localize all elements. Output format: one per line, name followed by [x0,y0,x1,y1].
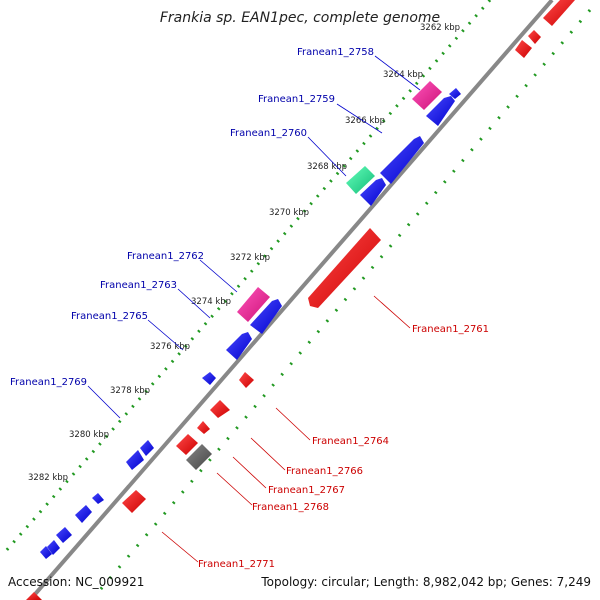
gene-feature[interactable] [515,40,532,58]
tick-label: 3280 kbp [69,430,109,440]
genome-backbone [28,0,554,600]
gene-label[interactable]: Franean1_2768 [252,502,329,513]
gene-labels: Franean1_2758 Franean1_2759 Franean1_276… [10,47,489,570]
tick-label: 3278 kbp [110,386,150,396]
gene-feature[interactable] [126,450,144,470]
gene-label[interactable]: Franean1_2761 [412,324,489,335]
tick-label: 3266 kbp [345,116,385,126]
inner-dot-track [98,9,592,591]
gene-label[interactable]: Franean1_2767 [268,485,345,496]
tick-label: 3262 kbp [420,23,460,33]
gene-feature[interactable] [47,540,60,555]
gene-feature[interactable] [308,228,381,308]
gene-feature[interactable] [449,88,461,99]
gene-label[interactable]: Franean1_2760 [230,128,307,139]
gene-feature[interactable] [412,81,442,110]
gene-feature[interactable] [56,527,72,543]
gene-label[interactable]: Franean1_2764 [312,436,389,447]
gene-feature[interactable] [226,332,252,360]
gene-feature[interactable] [239,372,254,388]
gene-feature[interactable] [186,444,212,470]
gene-feature[interactable] [346,166,375,194]
forward-genes [40,81,461,559]
gene-label[interactable]: Franean1_2765 [71,311,148,322]
gene-label[interactable]: Franean1_2758 [297,47,374,58]
accession-text: Accession: NC_009921 [8,575,144,589]
leader-lines [87,55,421,563]
tick-label: 3264 kbp [383,70,423,80]
gene-feature[interactable] [75,505,92,523]
tick-label: 3276 kbp [150,342,190,352]
gene-feature[interactable] [197,421,210,434]
tick-label: 3272 kbp [230,253,270,263]
gene-feature[interactable] [543,0,575,26]
gene-label[interactable]: Franean1_2759 [258,94,335,105]
gene-feature[interactable] [528,30,541,44]
gene-feature[interactable] [210,400,230,418]
gene-feature[interactable] [26,592,42,600]
gene-feature[interactable] [237,287,270,322]
gene-feature[interactable] [40,546,52,559]
genome-summary-text: Topology: circular; Length: 8,982,042 bp… [260,575,591,589]
gene-feature[interactable] [122,490,146,513]
gene-feature[interactable] [426,96,455,126]
gene-label[interactable]: Franean1_2762 [127,251,204,262]
gene-feature[interactable] [92,493,104,504]
outer-dot-track [3,0,492,553]
reverse-genes [26,0,575,600]
tick-label: 3270 kbp [269,208,309,218]
gene-feature[interactable] [360,178,386,206]
gene-label[interactable]: Franean1_2771 [198,559,275,570]
tick-label: 3268 kbp [307,162,347,172]
tick-label: 3274 kbp [191,297,231,307]
gene-label[interactable]: Franean1_2769 [10,377,87,388]
gene-feature[interactable] [202,372,216,385]
gene-feature[interactable] [380,136,424,184]
gene-feature[interactable] [140,440,154,456]
gene-feature[interactable] [176,434,198,455]
gene-label[interactable]: Franean1_2766 [286,466,363,477]
kbp-ticks: 3262 kbp 3264 kbp 3266 kbp 3268 kbp 3270… [28,23,460,483]
tick-label: 3282 kbp [28,473,68,483]
gene-label[interactable]: Franean1_2763 [100,280,177,291]
gene-feature[interactable] [250,299,282,334]
map-title: Frankia sp. EAN1pec, complete genome [160,10,440,26]
